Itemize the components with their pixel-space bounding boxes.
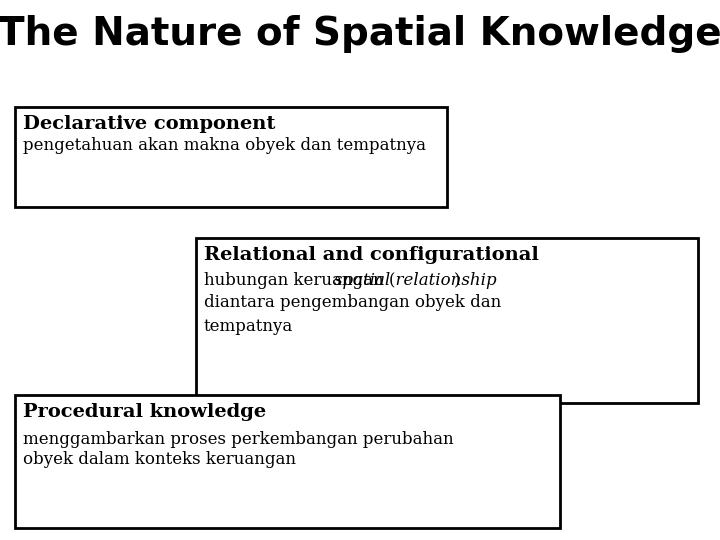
Text: pengetahuan akan makna obyek dan tempatnya: pengetahuan akan makna obyek dan tempatn…: [23, 137, 426, 154]
Text: menggambarkan proses perkembangan perubahan
obyek dalam konteks keruangan: menggambarkan proses perkembangan peruba…: [23, 431, 454, 468]
Text: The Nature of Spatial Knowledge: The Nature of Spatial Knowledge: [0, 15, 720, 53]
Text: tempatnya: tempatnya: [204, 318, 293, 335]
Text: ): ): [454, 272, 461, 289]
Text: Declarative component: Declarative component: [23, 115, 275, 133]
Bar: [15, 107, 447, 207]
Text: diantara pengembangan obyek dan: diantara pengembangan obyek dan: [204, 294, 501, 311]
Bar: [196, 238, 698, 403]
Bar: [15, 395, 560, 528]
Text: Relational and configurational: Relational and configurational: [204, 246, 539, 264]
Text: hubungan keruangan (: hubungan keruangan (: [204, 272, 395, 289]
Text: Procedural knowledge: Procedural knowledge: [23, 403, 266, 421]
Text: spatial relationship: spatial relationship: [334, 272, 497, 289]
